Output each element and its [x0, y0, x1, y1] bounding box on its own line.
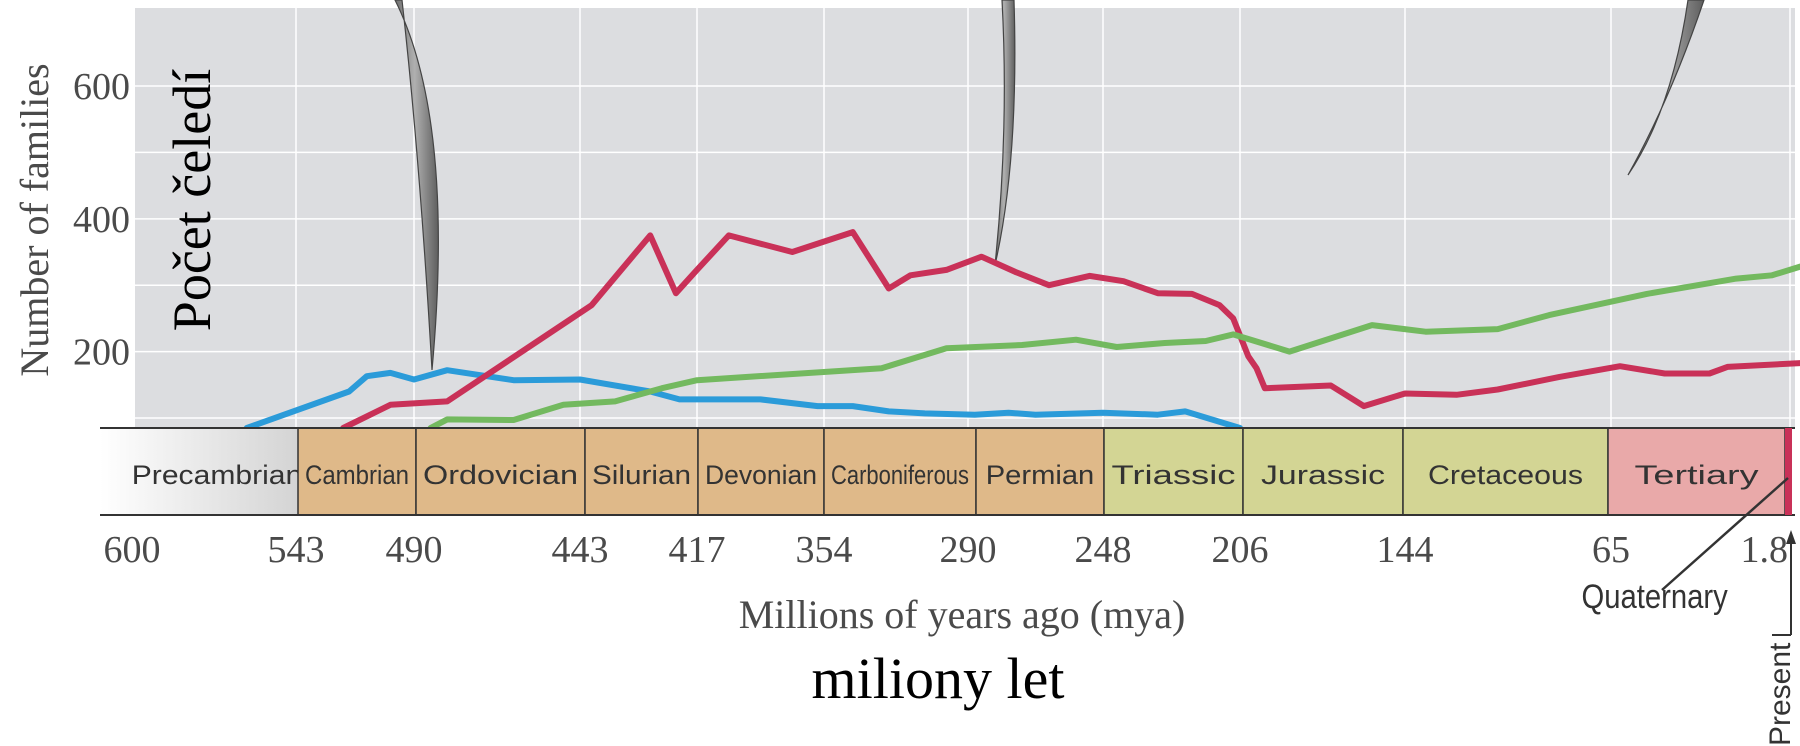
- x-tick-label: 417: [669, 529, 726, 571]
- period-devonian-block: [697, 427, 825, 516]
- period-jurassic-label: Jurassic: [1261, 460, 1385, 490]
- x-tick-label: 443: [552, 529, 609, 571]
- x-tick-label: 206: [1212, 529, 1269, 571]
- y-tick-label: 200: [73, 332, 130, 374]
- period-ordovician-block: [415, 427, 586, 516]
- period-triassic-label: Triassic: [1112, 460, 1236, 490]
- period-precambrian-block: [100, 428, 298, 515]
- period-precambrian-label: Precambrian: [132, 460, 303, 490]
- x-tick-label: 490: [386, 529, 443, 571]
- period-devonian-label: Devonian: [705, 460, 817, 490]
- y-axis-title-translation: Počet čeledí: [162, 69, 222, 331]
- period-permian-label: Permian: [986, 460, 1095, 490]
- period-carboniferous-label: Carboniferous: [831, 460, 969, 490]
- period-band: Precambrian Cambrian Ordovician Silurian Dev…: [100, 427, 1786, 516]
- y-axis-title: Number of families: [12, 63, 57, 376]
- x-tick-label: 354: [796, 529, 853, 571]
- x-tick-label: 290: [940, 529, 997, 571]
- x-tick-label: 600: [104, 529, 161, 571]
- period-tertiary-label: Tertiary: [1635, 460, 1760, 490]
- period-triassic-block: [1103, 427, 1244, 516]
- period-cretaceous-label: Cretaceous: [1428, 460, 1583, 490]
- quaternary-strip: [1785, 428, 1792, 515]
- x-tick-label: 1.8: [1741, 529, 1789, 571]
- present-arrowhead: [1786, 530, 1796, 544]
- period-carboniferous-block: [823, 427, 977, 516]
- y-tick-label: 400: [73, 199, 130, 241]
- x-tick-label: 543: [268, 529, 325, 571]
- x-tick-labels: 600 543 490 443 417 354 290 248 206 144 65 1.8: [104, 529, 1789, 571]
- x-tick-label: 144: [1377, 529, 1434, 571]
- x-tick-label: 248: [1075, 529, 1132, 571]
- y-tick-labels: 200 400 600: [73, 66, 130, 374]
- grid: [135, 8, 1795, 428]
- quaternary-label: Quaternary: [1582, 577, 1728, 616]
- x-tick-label: 65: [1592, 529, 1630, 571]
- period-ordovician-label: Ordovician: [423, 460, 578, 490]
- mass-extinction-arrow-1: [394, 0, 439, 371]
- mass-extinction-arrow-3: [1627, 0, 1705, 176]
- plot-area: [135, 8, 1795, 428]
- period-silurian-label: Silurian: [592, 460, 691, 490]
- period-cretaceous-block: [1402, 427, 1609, 516]
- period-cambrian-label: Cambrian: [305, 460, 409, 490]
- quaternary-pointer-line: [1661, 477, 1789, 591]
- x-axis-title-translation: miliony let: [812, 646, 1065, 711]
- x-axis-title: Millions of years ago (mya): [739, 592, 1186, 637]
- present-label: Present: [1764, 642, 1797, 746]
- y-tick-label: 600: [73, 66, 130, 108]
- series-line-1: [243, 367, 1243, 431]
